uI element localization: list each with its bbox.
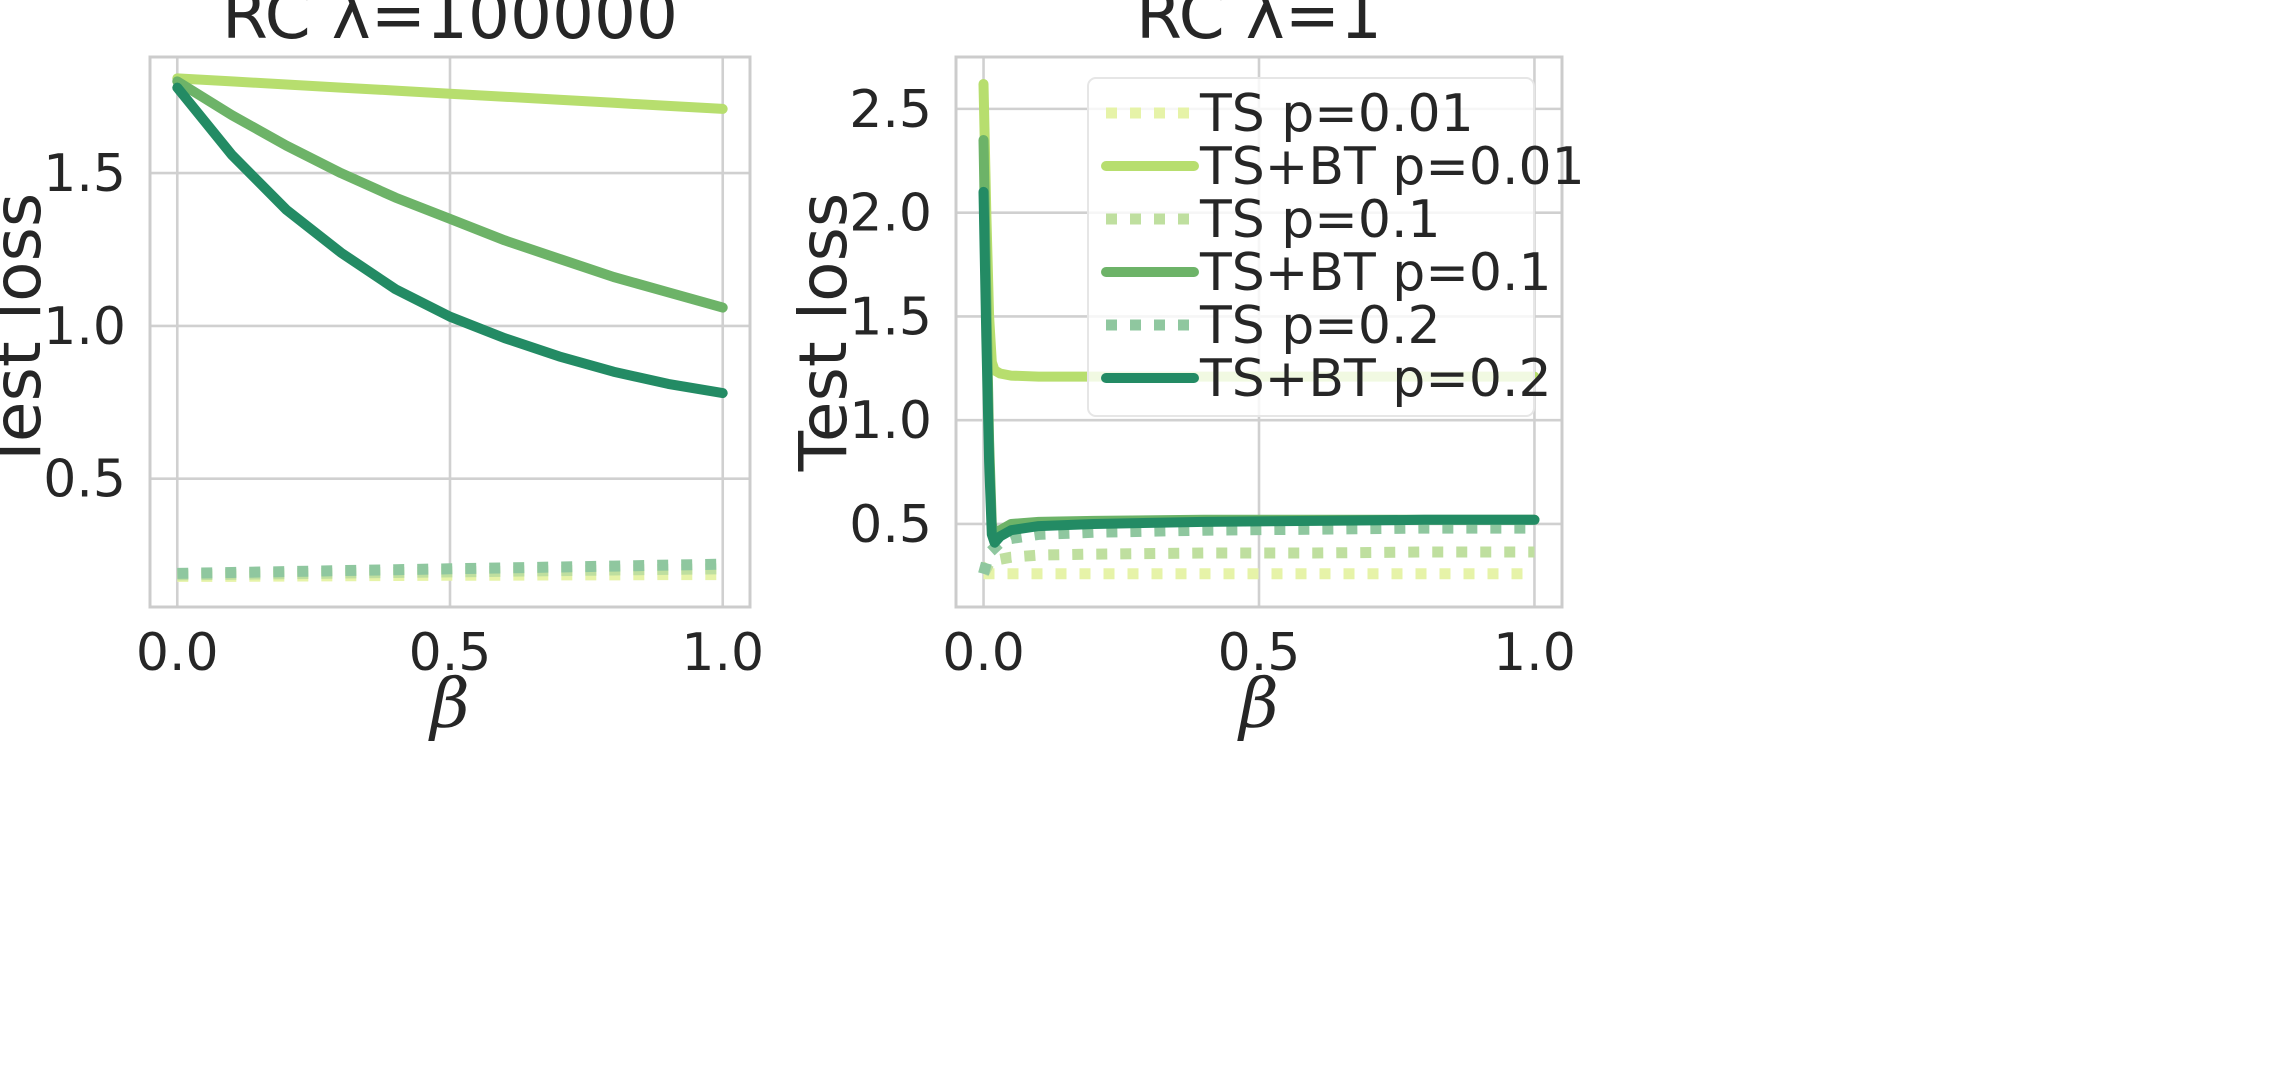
legend-label: TS+BT p=0.01 (1199, 137, 1585, 197)
right-subplot: 0.0 0.5 1.0 0.5 1.0 1.5 2.0 2.5 RC λ=1 β Test loss… (785, 0, 1585, 744)
left-subplot: 0.0 0.5 1.0 0.5 1.0 1.5 RC λ=100000 β Test loss (0, 0, 764, 744)
x-tick-label: 1.0 (681, 623, 764, 683)
legend-label: TS p=0.1 (1199, 190, 1441, 250)
x-tick-label: 1.0 (1493, 623, 1576, 683)
axes-frame (148, 55, 752, 609)
x-axis-label: β (427, 665, 469, 744)
series-line-ts-p-0-2 (978, 522, 1535, 576)
y-axis-label: Test loss (785, 193, 862, 472)
axes-frame (954, 55, 1564, 609)
series-line-ts-bt-p-0-2 (172, 82, 728, 399)
y-tick-label: 0.5 (849, 495, 932, 555)
y-tick-label: 0.5 (43, 450, 126, 510)
legend-label: TS+BT p=0.2 (1199, 349, 1552, 409)
series-line-ts-p-0-1 (978, 546, 1535, 577)
legend-label: TS+BT p=0.1 (1199, 243, 1552, 303)
legend-box (1087, 77, 1535, 417)
x-tick-label: 0.0 (942, 623, 1025, 683)
x-axis-label: β (1236, 665, 1278, 744)
x-tick-label: 0.5 (1218, 623, 1301, 683)
legend-label: TS p=0.2 (1199, 296, 1441, 356)
series-line-ts-p-0-2 (177, 558, 723, 579)
x-tick-label: 0.5 (409, 623, 492, 683)
y-tick-label: 1.5 (849, 287, 932, 347)
y-tick-label: 1.0 (43, 297, 126, 357)
y-tick-label: 2.0 (849, 184, 932, 244)
chart-title: RC λ=1 (1136, 0, 1382, 54)
series-line-ts-bt-p-0-2 (978, 186, 1540, 548)
legend-label: TS p=0.01 (1199, 84, 1474, 144)
y-tick-label: 1.0 (849, 391, 932, 451)
series-line-ts-bt-p-0-01 (172, 73, 728, 114)
series-line-ts-bt-p-0-1 (172, 76, 728, 313)
series-group (172, 73, 728, 582)
chart-title: RC λ=100000 (222, 0, 678, 54)
y-axis-label: Test loss (0, 193, 56, 472)
x-tick-label: 0.0 (136, 623, 219, 683)
y-tick-label: 1.5 (43, 144, 126, 204)
y-tick-label: 2.5 (849, 80, 932, 140)
